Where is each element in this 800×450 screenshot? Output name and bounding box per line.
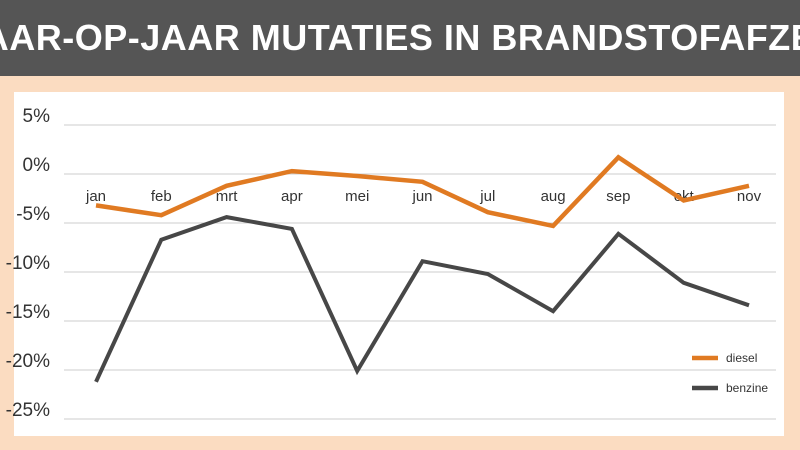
y-tick-label: -15% (6, 302, 50, 323)
x-tick-label: jun (411, 188, 432, 205)
series-line-benzine (94, 215, 750, 383)
x-tick-label: apr (281, 188, 303, 205)
x-tick-label: jul (479, 188, 495, 205)
x-tick-label: sep (606, 188, 630, 205)
y-tick-label: -20% (6, 351, 50, 372)
x-tick-label: mrt (216, 188, 238, 205)
y-tick-label: -25% (6, 400, 50, 421)
y-axis-ticks: 5% 0% -5% -10% -15% -20% -25% (6, 106, 50, 421)
y-tick-label: 0% (23, 155, 51, 176)
legend-label-benzine: benzine (726, 381, 768, 395)
x-tick-label: jan (85, 188, 106, 205)
x-axis-category-labels: jan feb mrt apr mei jun jul aug sep okt nov (85, 188, 762, 205)
x-tick-label: mei (345, 188, 369, 205)
legend: diesel benzine (692, 351, 768, 395)
gridlines (64, 124, 776, 420)
series-lines (94, 154, 750, 383)
x-tick-label: aug (541, 188, 566, 205)
legend-label-diesel: diesel (726, 351, 757, 365)
y-tick-label: -5% (16, 204, 50, 225)
series-line-diesel (95, 154, 750, 229)
x-tick-label: feb (151, 188, 172, 205)
x-tick-label: nov (737, 188, 762, 205)
chart-title: JAAR-OP-JAAR MUTATIES IN BRANDSTOFAFZET (0, 17, 800, 58)
y-tick-label: 5% (23, 106, 51, 127)
y-tick-label: -10% (6, 253, 50, 274)
title-bar: JAAR-OP-JAAR MUTATIES IN BRANDSTOFAFZET (0, 0, 800, 76)
